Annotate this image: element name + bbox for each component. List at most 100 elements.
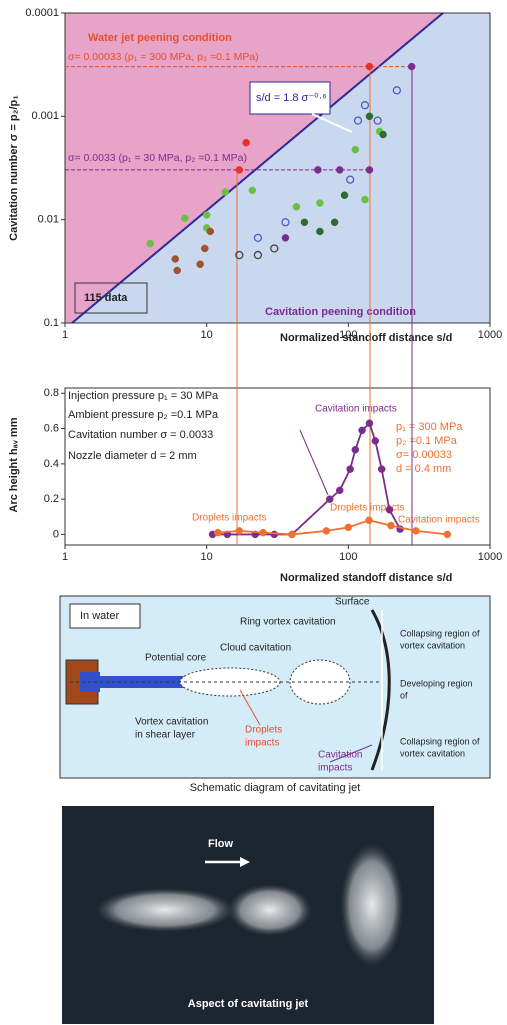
y-tick-label: 0.2 <box>44 493 59 505</box>
y-tick-label: 0 <box>53 528 59 540</box>
data-point <box>314 166 321 173</box>
diagram-label: impacts <box>318 763 352 774</box>
data-point <box>386 506 393 513</box>
photo: Flow Aspect of cavitating jet <box>62 806 434 1024</box>
x-tick-label: 1000 <box>478 329 502 341</box>
condition: Ambient pressure p₂ =0.1 MPa <box>68 409 219 421</box>
data-point <box>345 524 352 531</box>
x-tick-label: 10 <box>201 551 213 563</box>
data-point <box>352 146 359 153</box>
condition: p₁ = 300 MPa <box>396 421 463 433</box>
cavitation-cloud <box>340 843 404 967</box>
flow-label: Flow <box>208 838 233 850</box>
data-point <box>336 166 343 173</box>
diagram-label: impacts <box>245 738 279 749</box>
schematic: In water Surface Ring vortex cavitation … <box>60 596 490 794</box>
cavitation-cloud <box>95 888 235 932</box>
page: {"chart_data": [ {"type": "scatter", "lo… <box>0 0 507 1025</box>
x-axis-label: Normalized standoff distance s/d <box>280 332 452 344</box>
condition: Nozzle diameter d = 2 mm <box>68 450 197 462</box>
cavitation-cloud <box>228 884 312 936</box>
data-point <box>359 427 366 434</box>
data-point <box>380 131 387 138</box>
photo-caption: Aspect of cavitating jet <box>188 998 309 1010</box>
diagram-label: Droplets <box>245 725 282 736</box>
data-point <box>408 63 415 70</box>
data-point <box>236 166 243 173</box>
data-point <box>316 200 323 207</box>
y-axis-label: Cavitation number σ = p₂/p₁ <box>8 95 20 241</box>
data-point <box>444 531 451 538</box>
data-point <box>366 63 373 70</box>
data-point <box>378 466 385 473</box>
data-point <box>293 203 300 210</box>
data-point <box>366 420 373 427</box>
data-point <box>181 215 188 222</box>
data-point <box>361 196 368 203</box>
data-point <box>282 234 289 241</box>
figure: Water jet peening condition Cavitation p… <box>0 0 507 1025</box>
diagram-label: Collapsing region of <box>400 736 480 746</box>
data-point <box>288 531 295 538</box>
x-tick-label: 10 <box>201 329 213 341</box>
data-point <box>236 527 243 534</box>
data-point <box>214 529 221 536</box>
data-point <box>412 527 419 534</box>
data-point <box>172 255 179 262</box>
data-point <box>249 187 256 194</box>
y-axis-label: Arc height hₐᵥ mm <box>8 417 20 512</box>
x-tick-label: 1 <box>62 551 68 563</box>
data-point <box>174 267 181 274</box>
condition: σ= 0.00033 <box>396 449 452 461</box>
data-point <box>301 219 308 226</box>
diagram-label: In water <box>80 610 119 622</box>
data-point <box>331 219 338 226</box>
data-point <box>366 113 373 120</box>
data-point <box>147 240 154 247</box>
data-point <box>201 245 208 252</box>
diagram-caption: Schematic diagram of cavitating jet <box>190 782 361 794</box>
diagram-label: Developing region <box>400 678 473 688</box>
data-point <box>336 487 343 494</box>
y-tick-label: 0.4 <box>44 458 59 470</box>
diagram-label: Surface <box>335 597 370 608</box>
diagram-label: Cavitation <box>318 750 362 761</box>
data-point <box>197 261 204 268</box>
annotation: Cavitation impacts <box>398 515 480 526</box>
condition: Cavitation number σ = 0.0033 <box>68 429 213 441</box>
diagram-label: Cloud cavitation <box>220 643 291 654</box>
x-axis-label: Normalized standoff distance s/d <box>280 572 452 584</box>
y-tick-label: 0.8 <box>44 387 59 399</box>
diagram-label: Collapsing region of <box>400 628 480 638</box>
x-tick-label: 1000 <box>478 551 502 563</box>
data-point <box>323 527 330 534</box>
diagram-label: in shear layer <box>135 730 196 741</box>
diagram-label: Potential core <box>145 653 207 664</box>
data-point <box>352 446 359 453</box>
x-tick-label: 1 <box>62 329 68 341</box>
y-tick-label: 0.01 <box>38 214 59 226</box>
data-point <box>207 228 214 235</box>
diagram-label: of <box>400 690 408 700</box>
x-tick-label: 100 <box>339 329 357 341</box>
formula: s/d = 1.8 σ⁻⁰·⁶ <box>256 92 327 104</box>
data-point <box>260 529 267 536</box>
y-tick-label: 0.0001 <box>25 7 59 19</box>
y-tick-label: 0.6 <box>44 422 59 434</box>
data-point <box>347 466 354 473</box>
reference-label: σ= 0.00033 (p₁ = 300 MPa, p₂ =0.1 MPa) <box>68 51 259 63</box>
annotation: Droplets impacts <box>192 513 266 524</box>
diagram-label: vortex cavitation <box>400 640 465 650</box>
data-point <box>387 522 394 529</box>
y-tick-label: 0.001 <box>31 110 59 122</box>
reference-label: σ= 0.0033 (p₁ = 30 MPa, p₂ =0.1 MPa) <box>68 152 247 164</box>
y-tick-label: 0.1 <box>44 317 59 329</box>
annotation: Cavitation impacts <box>315 404 397 415</box>
data-point <box>326 496 333 503</box>
diagram-label: Vortex cavitation <box>135 717 208 728</box>
data-point <box>271 531 278 538</box>
data-point <box>243 139 250 146</box>
region-label: Cavitation peening condition <box>265 306 416 318</box>
diagram-label: Ring vortex cavitation <box>240 617 336 628</box>
condition: d = 0.4 mm <box>396 463 451 475</box>
